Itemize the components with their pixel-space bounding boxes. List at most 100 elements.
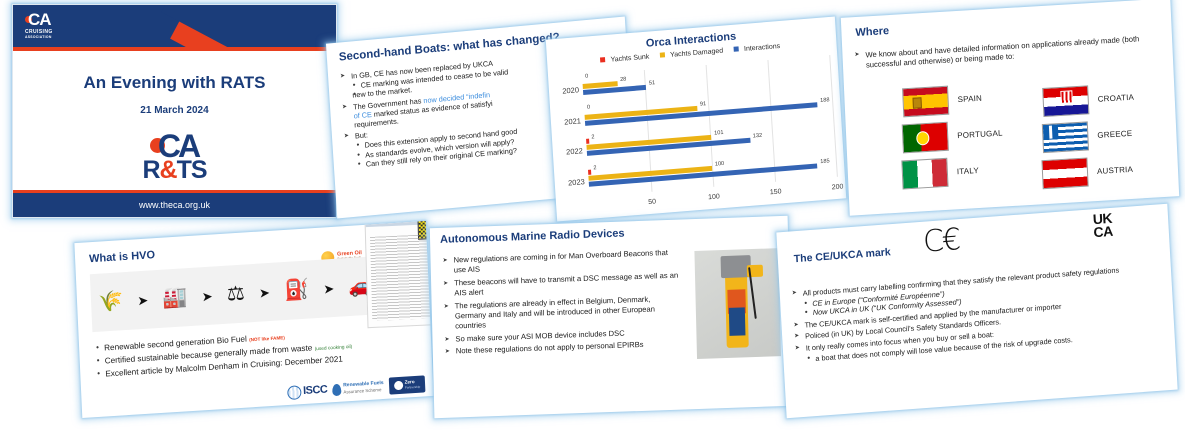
bullet-text: But: xyxy=(354,130,369,141)
zero-sub: Partnership xyxy=(404,384,421,390)
water-drop-icon xyxy=(332,383,342,396)
chart-plot-area: 2020 0 28 51 2021 0 91 188 2022 2 101 132 2023 2 100 18… xyxy=(562,55,838,197)
chart-bar-yachts-sunk xyxy=(586,138,589,144)
legend-item-yachts-damaged: Yachts Damaged xyxy=(659,47,726,59)
footer-website-url: www.theca.org.uk xyxy=(13,193,336,217)
bullet-note: (used cooking oil) xyxy=(314,344,353,352)
chart-data-label: 132 xyxy=(752,132,763,140)
presentation-heading: An Evening with RATS xyxy=(83,73,266,92)
bullet-text: We know about and have detailed informat… xyxy=(865,34,1140,70)
ce-mark-icon: C€ xyxy=(922,222,961,260)
beacon-label xyxy=(728,307,746,336)
zero-circle-icon xyxy=(393,380,403,391)
rats-logo-r: R xyxy=(142,156,160,184)
slide-heading: Where xyxy=(855,25,890,40)
chart-bar-yachts-sunk xyxy=(587,169,591,175)
chart-y-tick-label: 2023 xyxy=(567,176,585,188)
chart-data-label: 2 xyxy=(591,134,595,141)
slide-lead-text: We know about and have detailed informat… xyxy=(854,33,1162,72)
spain-flag-icon xyxy=(902,85,950,118)
country-row-greece: GREECE xyxy=(1041,119,1133,154)
legend-label: Yachts Sunk xyxy=(610,53,650,64)
chart-data-label: 101 xyxy=(713,129,724,137)
factory-icon: 🏭 xyxy=(162,286,188,310)
chart-y-tick-label: 2021 xyxy=(563,115,582,127)
bullet-text: The regulations are already in effect in… xyxy=(454,294,656,331)
legend-swatch xyxy=(600,57,606,63)
refinery-icon: ⚖ xyxy=(226,282,246,306)
croatia-flag-icon xyxy=(1042,85,1090,118)
bullet-text: New regulations are coming in for Man Ov… xyxy=(453,247,668,275)
arrow-icon: ➤ xyxy=(258,284,271,301)
arrow-icon: ➤ xyxy=(201,288,213,304)
arrow-icon: ➤ xyxy=(323,280,335,297)
header-red-rule xyxy=(13,47,336,51)
chart-data-label: 2 xyxy=(593,164,597,171)
magazine-text-lines xyxy=(369,233,434,321)
legend-label: Yachts Damaged xyxy=(669,47,724,59)
title-slide-header-band xyxy=(13,5,336,47)
cruising-association-logo: CA CRUISING ASSOCIATION xyxy=(25,11,71,43)
globe-icon xyxy=(286,384,302,400)
rats-logo-ts: TS xyxy=(176,156,208,184)
chart-data-label: 91 xyxy=(699,100,707,108)
ukca-mark-icon: UK CA xyxy=(1092,210,1114,241)
chart-data-label: 0 xyxy=(584,73,589,80)
zero-label: Zero xyxy=(404,379,415,385)
hvo-process-diagram: 🌾 ➤ 🏭 ➤ ⚖ ➤ ⛽ ➤ 🚗 xyxy=(89,256,382,333)
ca-logo-mark: CA xyxy=(28,10,52,29)
legend-swatch xyxy=(659,52,666,58)
renewable-fuels-logo: Renewable Fuels Assurance Scheme xyxy=(332,380,384,396)
portugal-flag-icon xyxy=(901,121,949,154)
chart-data-label: 0 xyxy=(586,103,591,111)
country-row-italy: ITALY xyxy=(901,156,979,190)
slide-title-card[interactable]: CA CRUISING ASSOCIATION An Evening with … xyxy=(12,4,337,218)
presentation-date: 21 March 2024 xyxy=(140,105,209,116)
org-logo-line1: CRUISING xyxy=(25,29,53,35)
slide-heading: What is HVO xyxy=(88,249,156,266)
bullet-item: We know about and have detailed informat… xyxy=(854,33,1162,70)
certification-logos: ISCC Renewable Fuels Assurance Scheme Ze… xyxy=(286,375,426,401)
rats-logo-amp: & xyxy=(159,156,178,184)
country-label: CROATIA xyxy=(1097,92,1135,104)
chart-data-label: 185 xyxy=(820,157,830,165)
slide-autonomous-marine-radio-devices[interactable]: Autonomous Marine Radio Devices New regu… xyxy=(429,215,793,419)
slide-body: New regulations are coming in for Man Ov… xyxy=(442,248,682,360)
country-row-croatia: CROATIA xyxy=(1042,83,1135,118)
slide-heading: Autonomous Marine Radio Devices xyxy=(439,227,625,246)
footer-red-rule xyxy=(13,190,336,193)
country-label: AUSTRIA xyxy=(1096,164,1134,176)
greece-flag-icon xyxy=(1041,121,1090,154)
country-row-portugal: PORTUGAL xyxy=(901,118,1004,154)
chart-data-label: 100 xyxy=(714,160,725,168)
iscc-label: ISCC xyxy=(302,383,328,398)
country-label: GREECE xyxy=(1097,128,1133,140)
chart-y-tick-label: 2022 xyxy=(565,146,584,157)
ca-rats-logo: CA R&TS xyxy=(142,128,208,184)
chart-y-tick-label: 2020 xyxy=(562,85,580,96)
fuel-pump-icon: ⛽ xyxy=(283,278,310,303)
slide-body: All products must carry labelling confir… xyxy=(792,262,1167,366)
slide-orca-interactions-chart[interactable]: Orca Interactions Yachts Sunk Yachts Dam… xyxy=(545,16,847,222)
zero-partnership-logo: Zero Partnership xyxy=(388,375,426,395)
chart-x-tick-label: 150 xyxy=(769,188,782,197)
slide-what-is-hvo[interactable]: What is HVO Green Oil Sustainable Fuels … xyxy=(74,221,434,418)
rats-logo-ca: CA xyxy=(157,128,201,164)
bullet-note: (NOT like FAME) xyxy=(249,335,285,343)
legend-swatch xyxy=(733,46,740,52)
logo-red-dot xyxy=(25,16,32,23)
country-row-spain: SPAIN xyxy=(902,84,983,118)
org-logo-line2: ASSOCIATION xyxy=(25,35,52,39)
chart-x-tick-label: 200 xyxy=(831,183,844,192)
slide-ce-ukca-mark[interactable]: The CE/UKCA mark C€ UK CA All products m… xyxy=(776,203,1178,419)
slide-where[interactable]: Where We know about and have detailed in… xyxy=(840,0,1180,216)
title-slide-body: An Evening with RATS 21 March 2024 CA R&… xyxy=(13,51,336,191)
italy-flag-icon xyxy=(901,157,949,190)
ukca-line2: CA xyxy=(1093,222,1114,241)
rats-logo-red-dot xyxy=(149,138,165,153)
legend-item-yachts-sunk: Yachts Sunk xyxy=(600,53,652,64)
country-row-austria: AUSTRIA xyxy=(1041,155,1134,190)
country-label: ITALY xyxy=(956,165,980,177)
legend-item-interactions: Interactions xyxy=(733,43,783,54)
